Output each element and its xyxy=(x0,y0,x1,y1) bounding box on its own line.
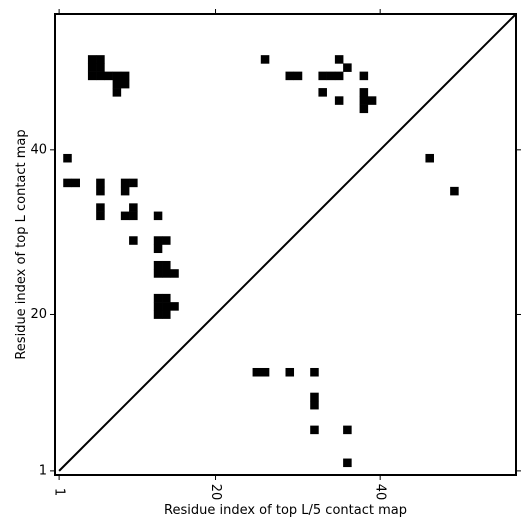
contact-cell-upper xyxy=(153,244,163,254)
contact-cell-upper xyxy=(162,260,171,270)
contact-cell-upper xyxy=(87,63,97,72)
contact-cell-upper xyxy=(63,153,72,163)
contact-cell-upper xyxy=(153,236,163,245)
contact-cell-upper xyxy=(96,211,105,221)
contact-cell-upper xyxy=(359,96,369,105)
contact-cell-upper xyxy=(87,55,97,64)
contact-cell-upper xyxy=(129,236,138,245)
contact-cell-upper xyxy=(112,79,122,89)
contact-cell-upper xyxy=(96,55,105,64)
contact-cell-lower xyxy=(343,425,352,435)
contact-cell-upper xyxy=(153,269,163,278)
contact-cell-upper xyxy=(285,71,295,81)
x-tick-label: 20 xyxy=(208,484,223,501)
contact-cell-lower xyxy=(285,367,295,377)
contact-cell-upper xyxy=(334,55,344,64)
contact-cell-lower xyxy=(310,367,319,377)
y-tick-label: 20 xyxy=(30,307,47,322)
contact-cell-upper xyxy=(326,71,336,81)
contact-cell-upper xyxy=(450,186,459,196)
contact-cell-lower xyxy=(343,458,352,468)
contact-cell-upper xyxy=(120,186,130,196)
contact-cell-upper xyxy=(343,63,352,72)
contact-cell-upper xyxy=(367,96,377,105)
contact-cell-upper xyxy=(359,88,369,97)
contact-cell-upper xyxy=(162,293,171,303)
contact-cell-upper xyxy=(96,203,105,212)
contact-cell-upper xyxy=(129,203,138,212)
diagonal-line xyxy=(58,13,517,472)
plot-frame xyxy=(54,13,517,476)
contact-cell-lower xyxy=(252,367,262,377)
contact-cell-upper xyxy=(104,71,113,81)
contact-cell-upper xyxy=(334,96,344,105)
x-axis-ticks: 1 20 40 xyxy=(52,9,388,500)
upper-contact-cells xyxy=(63,55,459,319)
contact-cell-upper xyxy=(334,71,344,81)
contact-cell-upper xyxy=(112,71,122,81)
contact-cell-upper xyxy=(318,71,327,81)
contact-cell-upper xyxy=(170,302,179,311)
x-axis-label: Residue index of top L/5 contact map xyxy=(164,503,407,518)
contact-cell-upper xyxy=(162,310,171,319)
y-axis-ticks: 1 20 40 xyxy=(30,142,521,478)
contact-cell-upper xyxy=(96,186,105,196)
contact-cell-upper xyxy=(120,178,130,188)
contact-cell-upper xyxy=(120,211,130,221)
contact-cell-lower xyxy=(310,425,319,435)
contact-cell-upper xyxy=(153,310,163,319)
contact-cell-upper xyxy=(359,71,369,81)
contact-cell-upper xyxy=(318,88,327,97)
contact-cell-lower xyxy=(310,400,319,410)
contact-cell-upper xyxy=(96,178,105,188)
contact-cell-upper xyxy=(120,71,130,81)
y-tick-label: 40 xyxy=(30,142,47,157)
x-tick-label: 1 xyxy=(52,488,67,496)
contact-cell-upper xyxy=(153,293,163,303)
contact-cell-lower xyxy=(310,392,319,402)
contact-cell-upper xyxy=(129,211,138,221)
contact-cell-upper xyxy=(162,269,171,278)
x-tick-label: 40 xyxy=(373,484,388,501)
contact-cell-upper xyxy=(260,55,270,64)
contact-cell-lower xyxy=(260,367,270,377)
contact-cell-upper xyxy=(153,302,163,311)
contact-cell-upper xyxy=(120,79,130,89)
y-axis-label: Residue index of top L contact map xyxy=(14,129,29,359)
contact-cell-upper xyxy=(87,71,97,81)
lower-contact-cells xyxy=(252,367,352,468)
contact-cell-upper xyxy=(96,63,105,72)
contact-cell-upper xyxy=(153,211,163,221)
contact-cell-upper xyxy=(112,88,122,97)
contact-cell-upper xyxy=(170,269,179,278)
contact-cell-upper xyxy=(359,104,369,114)
contact-cell-upper xyxy=(63,178,72,188)
contact-cell-upper xyxy=(153,260,163,270)
contact-cell-upper xyxy=(293,71,303,81)
y-tick-label: 1 xyxy=(39,463,47,478)
contact-cell-upper xyxy=(96,71,105,81)
contact-cell-upper xyxy=(162,236,171,245)
contact-cell-upper xyxy=(71,178,80,188)
contact-cell-upper xyxy=(129,178,138,188)
contact-cell-upper xyxy=(162,302,171,311)
contact-cell-upper xyxy=(425,153,434,163)
